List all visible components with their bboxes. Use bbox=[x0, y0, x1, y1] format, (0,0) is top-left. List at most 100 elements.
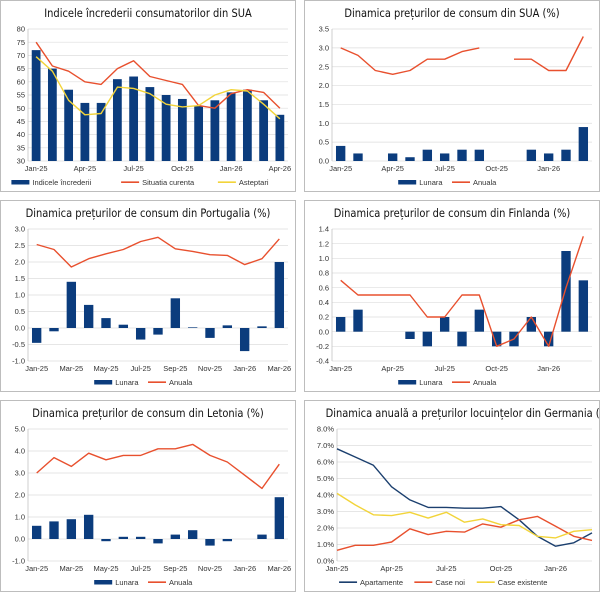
bar bbox=[543, 331, 554, 347]
x-tick-label: Oct-25 bbox=[485, 364, 508, 373]
bar bbox=[257, 326, 267, 328]
bar bbox=[101, 539, 111, 542]
x-tick-label: Apr-25 bbox=[381, 364, 404, 373]
bar bbox=[135, 536, 146, 539]
bar bbox=[210, 100, 220, 161]
bar bbox=[457, 149, 467, 161]
y-tick-label: 0.6 bbox=[319, 283, 329, 292]
legend-label: Apartamente bbox=[360, 578, 403, 587]
y-tick-label: -1.0 bbox=[12, 557, 25, 566]
legend-label: Situatia curenta bbox=[142, 178, 195, 187]
chart-panel-latvia-cpi: Dinamica prețurilor de consum din Letoni… bbox=[0, 400, 296, 592]
y-tick-label: 2.5 bbox=[319, 62, 329, 71]
y-tick-label: 70 bbox=[17, 51, 25, 60]
y-tick-label: 3.5 bbox=[319, 25, 329, 34]
bar bbox=[561, 149, 571, 161]
bar bbox=[112, 79, 122, 161]
legend-label: Anuala bbox=[169, 578, 193, 587]
bar bbox=[422, 149, 433, 161]
bar bbox=[83, 514, 94, 539]
chart-panel-portugal-cpi: Dinamica prețurilor de consum din Portug… bbox=[0, 200, 296, 392]
bar bbox=[578, 280, 589, 332]
y-tick-label: 0.8 bbox=[319, 269, 329, 278]
x-tick-label: May-25 bbox=[93, 364, 118, 373]
y-tick-label: 1.0 bbox=[15, 291, 25, 300]
bar bbox=[49, 521, 59, 539]
legend-label: Anuala bbox=[473, 178, 497, 187]
bar bbox=[526, 317, 537, 332]
y-tick-label: 40 bbox=[17, 130, 25, 139]
x-tick-label: Nov-25 bbox=[198, 564, 222, 573]
bar bbox=[353, 153, 363, 161]
y-tick-label: 0.4 bbox=[319, 298, 329, 307]
y-tick-label: 1.0 bbox=[319, 254, 329, 263]
x-tick-label: Oct-25 bbox=[171, 164, 194, 173]
y-tick-label: 1.5 bbox=[319, 100, 329, 109]
bar bbox=[47, 68, 57, 161]
x-tick-label: Jan-26 bbox=[544, 564, 567, 573]
chart-panel-finland-cpi: Dinamica prețurilor de consum din Finlan… bbox=[304, 200, 600, 392]
chart-plot: -1.0 -0.5 0.0 0.5 1.0 1.5 2.0 2.5 3.0 Jan-25 Mar-2… bbox=[12, 225, 291, 387]
x-tick-label: Jul-25 bbox=[130, 564, 150, 573]
x-tick-label: Sep-25 bbox=[163, 364, 187, 373]
bar bbox=[205, 539, 215, 546]
y-tick-label: 3.0 bbox=[15, 225, 25, 234]
bar bbox=[239, 328, 250, 352]
bar bbox=[177, 98, 187, 161]
legend-swatch bbox=[398, 380, 417, 385]
bar bbox=[526, 149, 537, 161]
series-line bbox=[35, 41, 281, 109]
y-tick-label: 1.2 bbox=[319, 239, 329, 248]
legend-label: Indicele încrederii bbox=[32, 178, 91, 187]
y-tick-label: 60 bbox=[17, 77, 25, 86]
y-tick-label: 4.0 bbox=[15, 447, 25, 456]
legend-label: Lunara bbox=[115, 378, 139, 387]
x-tick-label: Jul-25 bbox=[434, 364, 454, 373]
bar bbox=[80, 102, 90, 161]
y-tick-label: 30 bbox=[17, 157, 25, 166]
bar bbox=[161, 95, 171, 161]
y-tick-label: 8.0% bbox=[317, 425, 334, 434]
bar bbox=[259, 100, 269, 161]
bar bbox=[145, 87, 155, 161]
bar bbox=[129, 76, 139, 161]
y-tick-label: 0.0 bbox=[319, 157, 329, 166]
x-tick-label: Jul-25 bbox=[436, 564, 456, 573]
bar bbox=[135, 328, 146, 340]
x-tick-label: Mar-25 bbox=[59, 564, 83, 573]
x-tick-label: Oct-25 bbox=[490, 564, 513, 573]
x-tick-label: Apr-25 bbox=[74, 164, 97, 173]
bar bbox=[335, 145, 346, 161]
chart-panel-us-consumer-confidence: Indicele încrederii consumatorilor din S… bbox=[0, 0, 296, 192]
legend-label: Lunara bbox=[419, 178, 443, 187]
bar bbox=[543, 153, 554, 161]
x-tick-label: Jan-25 bbox=[329, 364, 352, 373]
y-tick-label: 2.5 bbox=[15, 241, 25, 250]
bar bbox=[170, 298, 181, 328]
x-tick-label: Jan-25 bbox=[25, 564, 48, 573]
series-line bbox=[336, 448, 593, 547]
bar bbox=[31, 328, 42, 343]
bar bbox=[187, 530, 198, 539]
bar bbox=[153, 328, 163, 335]
x-tick-label: Apr-26 bbox=[269, 164, 292, 173]
x-tick-label: Jul-25 bbox=[130, 364, 150, 373]
legend-label: Asteptari bbox=[239, 178, 269, 187]
y-tick-label: 0.0% bbox=[317, 557, 334, 566]
series-line bbox=[36, 443, 280, 490]
y-tick-label: 3.0 bbox=[319, 43, 329, 52]
bar bbox=[101, 318, 111, 328]
y-tick-label: 4.0% bbox=[317, 491, 334, 500]
y-tick-label: 3.0% bbox=[317, 507, 334, 516]
bar bbox=[194, 105, 204, 161]
x-tick-label: Jan-25 bbox=[25, 364, 48, 373]
x-tick-label: Jan-26 bbox=[220, 164, 243, 173]
y-tick-label: 1.0 bbox=[15, 513, 25, 522]
bar bbox=[242, 89, 252, 161]
legend-swatch bbox=[11, 180, 30, 185]
x-tick-label: Jan-26 bbox=[233, 564, 256, 573]
chart-title: Dinamica prețurilor de consum din Finlan… bbox=[333, 206, 571, 220]
y-tick-label: 0.0 bbox=[15, 535, 25, 544]
y-tick-label: 55 bbox=[17, 91, 25, 100]
y-tick-label: 35 bbox=[17, 143, 25, 152]
